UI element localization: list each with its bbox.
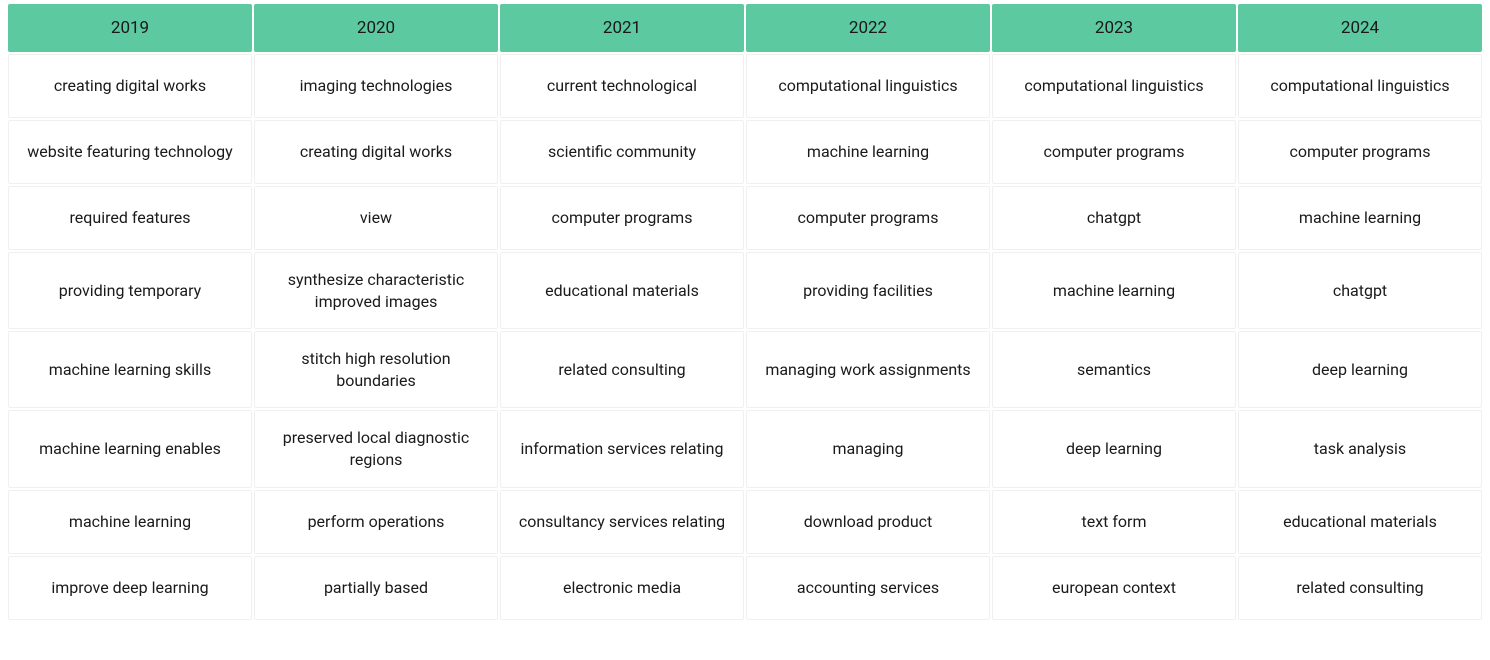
table-cell: managing work assignments	[746, 331, 990, 408]
table-cell: educational materials	[1238, 490, 1482, 554]
table-cell: providing facilities	[746, 252, 990, 329]
table-cell: imaging technologies	[254, 54, 498, 118]
table-cell: stitch high resolution boundaries	[254, 331, 498, 408]
table-cell: scientific community	[500, 120, 744, 184]
table-cell: creating digital works	[8, 54, 252, 118]
table-cell: deep learning	[992, 410, 1236, 487]
table-cell: computer programs	[746, 186, 990, 250]
table-cell: required features	[8, 186, 252, 250]
table-cell: deep learning	[1238, 331, 1482, 408]
table-cell: computer programs	[500, 186, 744, 250]
table-cell: computational linguistics	[992, 54, 1236, 118]
table-cell: machine learning skills	[8, 331, 252, 408]
column-header: 2023	[992, 4, 1236, 52]
table-cell: website featuring technology	[8, 120, 252, 184]
table-cell: text form	[992, 490, 1236, 554]
table-cell: computer programs	[992, 120, 1236, 184]
table-cell: synthesize characteristic improved image…	[254, 252, 498, 329]
table-cell: creating digital works	[254, 120, 498, 184]
table-cell: improve deep learning	[8, 556, 252, 620]
table-cell: machine learning enables	[8, 410, 252, 487]
table-cell: computational linguistics	[746, 54, 990, 118]
column-header: 2024	[1238, 4, 1482, 52]
table-cell: european context	[992, 556, 1236, 620]
table-cell: semantics	[992, 331, 1236, 408]
table-cell: chatgpt	[1238, 252, 1482, 329]
table-cell: electronic media	[500, 556, 744, 620]
table-cell: consultancy services relating	[500, 490, 744, 554]
table-cell: managing	[746, 410, 990, 487]
table-cell: computer programs	[1238, 120, 1482, 184]
table-cell: perform operations	[254, 490, 498, 554]
table-cell: accounting services	[746, 556, 990, 620]
table-cell: current technological	[500, 54, 744, 118]
column-header: 2022	[746, 4, 990, 52]
table-cell: related consulting	[1238, 556, 1482, 620]
table-cell: machine learning	[992, 252, 1236, 329]
table-cell: machine learning	[8, 490, 252, 554]
table-cell: task analysis	[1238, 410, 1482, 487]
table-cell: view	[254, 186, 498, 250]
table-cell: information services relating	[500, 410, 744, 487]
column-header: 2020	[254, 4, 498, 52]
table-cell: related consulting	[500, 331, 744, 408]
data-table: 2019 2020 2021 2022 2023 2024 creating d…	[8, 4, 1482, 620]
table-cell: preserved local diagnostic regions	[254, 410, 498, 487]
table-cell: machine learning	[746, 120, 990, 184]
table-cell: partially based	[254, 556, 498, 620]
table-cell: providing temporary	[8, 252, 252, 329]
table-cell: machine learning	[1238, 186, 1482, 250]
column-header: 2021	[500, 4, 744, 52]
table-cell: chatgpt	[992, 186, 1236, 250]
column-header: 2019	[8, 4, 252, 52]
table-cell: computational linguistics	[1238, 54, 1482, 118]
table-cell: educational materials	[500, 252, 744, 329]
table-cell: download product	[746, 490, 990, 554]
